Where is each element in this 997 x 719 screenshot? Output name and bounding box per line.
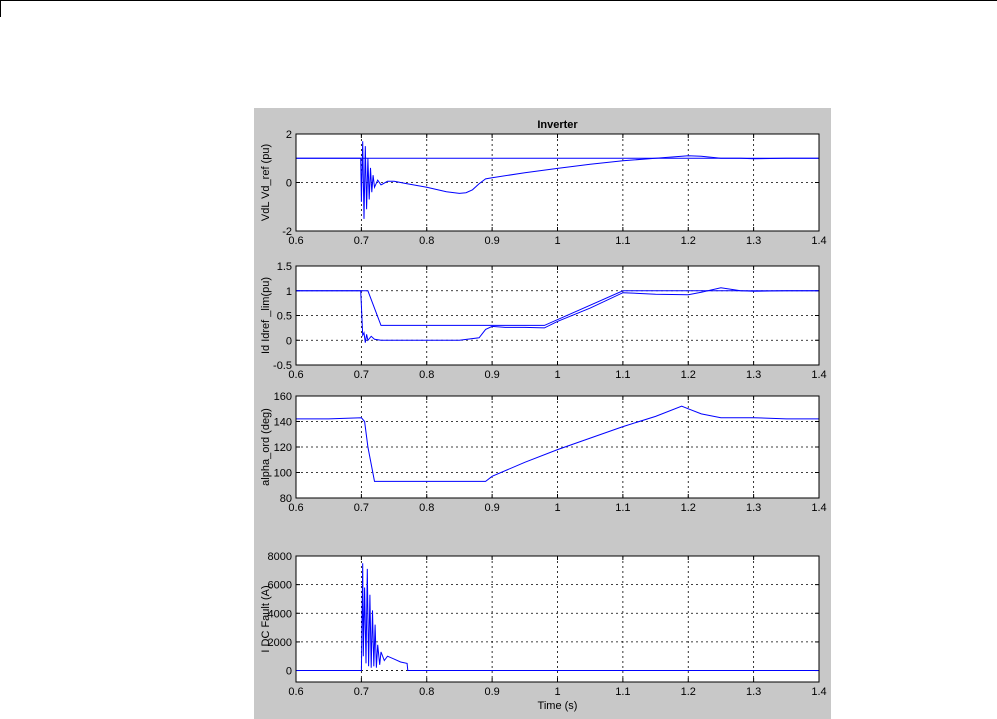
plot-area [296,556,819,682]
axes-frame [295,395,820,499]
x-tick-label: 0.9 [484,235,499,247]
y-tick-label: 2 [286,129,292,141]
figure-panel: 0.6 0.7 0.8 0.9 1 1.1 1.2 1.3 1.4 -2 0 2 Inverter VdL… [254,108,831,719]
y-tick-label: 120 [274,442,292,454]
x-tick-label: 0.8 [419,369,434,381]
x-tick-label: 0.6 [288,369,303,381]
x-tick-label: 0.6 [288,502,303,514]
x-tick-label: 1.3 [746,369,761,381]
x-tick-label: 1.2 [681,369,696,381]
y-tick-label: 80 [280,493,292,505]
x-tick-label: 1.1 [615,502,630,514]
x-tick-label: 1 [554,369,560,381]
axes-2: 0.6 0.7 0.8 0.9 1 1.1 1.2 1.3 1.4 -0.5 0 0.5 1 1.5 Id … [260,261,827,381]
x-tick-label: 0.8 [419,686,434,698]
series-line-1 [296,290,819,326]
x-tick-label: 1.1 [615,235,630,247]
y-tick-label: -0.5 [273,360,292,372]
x-tick-label: 1 [554,686,560,698]
y-tick-label: 140 [274,417,292,429]
series-line-2 [296,287,819,343]
x-tick-label: 1.2 [681,235,696,247]
series-line-1 [296,563,819,671]
x-tick-label: 0.8 [419,235,434,247]
y-axis-label: Id Idref _lim(pu) [260,277,272,354]
y-tick-label: 1 [286,286,292,298]
y-tick-label: 160 [274,391,292,403]
axes-frame [295,555,820,683]
axes-frame [295,265,820,366]
x-tick-label: 1.1 [615,686,630,698]
x-tick-label: 0.6 [288,235,303,247]
x-tick-label: 1.4 [811,686,826,698]
x-tick-label: 0.9 [484,686,499,698]
x-tick-label: 1.4 [811,502,826,514]
x-tick-label: 1.1 [615,369,630,381]
axes-4: 0.6 0.7 0.8 0.9 1 1.1 1.2 1.3 1.4 0 2000 4000 6000 80… [260,551,827,712]
y-tick-label: 0 [286,178,292,190]
y-tick-label: 100 [274,468,292,480]
x-tick-label: 1.2 [681,502,696,514]
x-tick-label: 0.7 [354,235,369,247]
x-tick-label: 0.7 [354,502,369,514]
y-axis-label: I DC Fault (A) [260,585,272,652]
x-tick-label: 0.8 [419,502,434,514]
window-frame-edge [0,0,997,17]
y-axis-label: VdL Vd_ref (pu) [260,144,272,221]
x-tick-label: 1.4 [811,369,826,381]
y-tick-label: 2000 [268,637,292,649]
y-tick-label: 0 [286,335,292,347]
y-tick-label: 4000 [268,608,292,620]
x-tick-label: 0.6 [288,686,303,698]
y-tick-label: 0 [286,666,292,678]
y-tick-label: 8000 [268,551,292,563]
x-tick-label: 0.9 [484,502,499,514]
series-line-2 [296,141,819,219]
x-tick-label: 1.3 [746,235,761,247]
y-tick-label: 6000 [268,580,292,592]
axes-3: 0.6 0.7 0.8 0.9 1 1.1 1.2 1.3 1.4 80 100 120 140 160a… [260,391,827,514]
figure-svg: 0.6 0.7 0.8 0.9 1 1.1 1.2 1.3 1.4 -2 0 2 Inverter VdL… [260,119,827,712]
x-tick-label: 1.4 [811,235,826,247]
x-axis-label: Time (s) [538,700,578,712]
x-tick-label: 0.7 [354,686,369,698]
axes-1: 0.6 0.7 0.8 0.9 1 1.1 1.2 1.3 1.4 -2 0 2 Inverter VdL… [260,119,827,247]
x-tick-label: 1.2 [681,686,696,698]
y-axis-label: alpha_ord (deg) [260,408,272,486]
x-tick-label: 1.3 [746,502,761,514]
x-tick-label: 1.3 [746,686,761,698]
y-tick-label: -2 [282,226,292,238]
x-tick-label: 1 [554,502,560,514]
x-tick-label: 0.7 [354,369,369,381]
axes-frame [295,133,820,232]
series-line-1 [296,405,819,482]
x-tick-label: 0.9 [484,369,499,381]
y-tick-label: 1.5 [277,261,292,273]
chart-title: Inverter [537,119,578,131]
x-tick-label: 1 [554,235,560,247]
y-tick-label: 0.5 [277,311,292,323]
